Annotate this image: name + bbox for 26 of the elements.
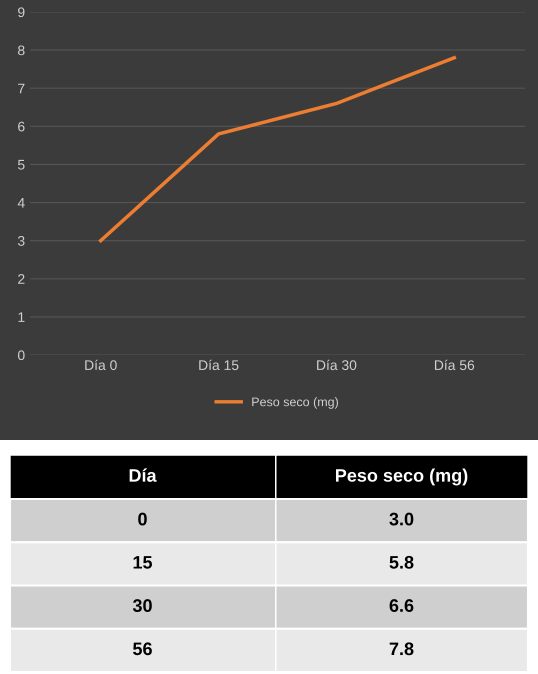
- y-tick-label: 9: [18, 7, 24, 18]
- y-tick-label: 4: [18, 198, 25, 208]
- text: 3.0: [389, 512, 414, 526]
- text: 0: [138, 512, 147, 526]
- y-tick-label: 5: [18, 160, 25, 170]
- legend-label: Peso seco (mg): [252, 397, 338, 409]
- y-tick-label: 1: [18, 312, 24, 322]
- y-tick-label: 2: [18, 274, 24, 284]
- text: 56: [133, 642, 152, 656]
- y-tick-label: 8: [18, 45, 25, 56]
- x-tick-label: Día 56: [434, 360, 474, 370]
- x-tick-label: Día 30: [317, 360, 356, 370]
- text: 7.8: [390, 642, 414, 656]
- y-tick-label: 6: [18, 122, 25, 132]
- text: Día: [130, 468, 157, 482]
- line-series: [98, 56, 456, 242]
- y-tick-label: 3: [18, 236, 25, 246]
- text: Peso seco (mg): [336, 468, 468, 486]
- text: 15: [134, 556, 152, 569]
- text: 6.6: [390, 599, 414, 612]
- x-tick-label: Día 15: [199, 360, 238, 370]
- y-tick-label: 7: [18, 84, 24, 94]
- x-tick-label: Día 0: [85, 360, 117, 370]
- y-tick-label: 0: [18, 350, 25, 360]
- text: 30: [132, 599, 152, 612]
- text: 5.8: [390, 556, 414, 569]
